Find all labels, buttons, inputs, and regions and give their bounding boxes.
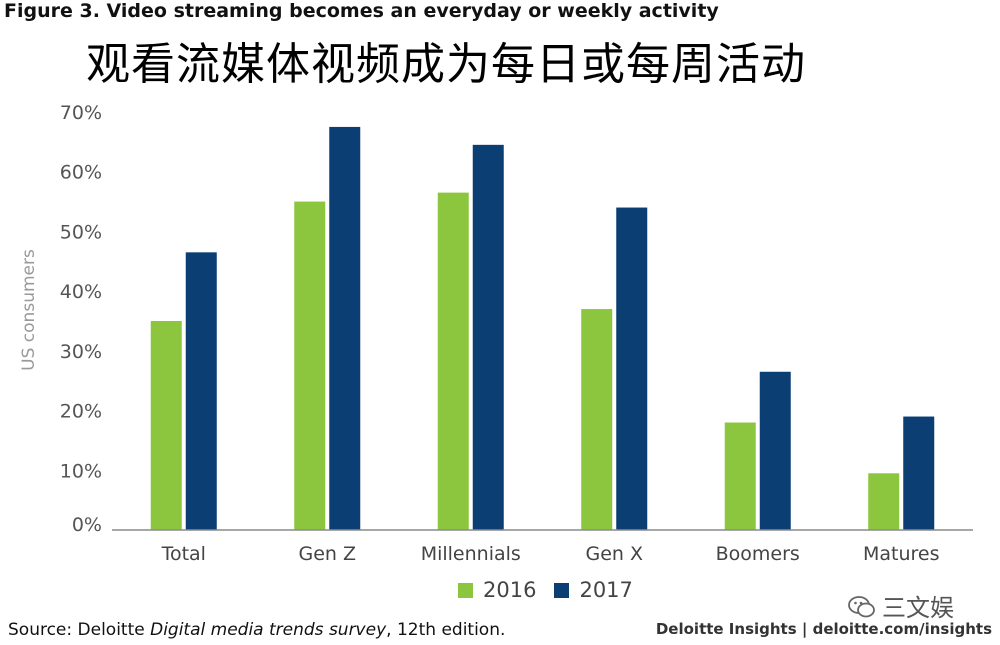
- credit-line: Deloitte Insights | deloitte.com/insight…: [655, 620, 992, 638]
- wechat-icon: [848, 595, 875, 617]
- y-axis-title: US consumers: [19, 249, 39, 371]
- y-tick-label: 60%: [60, 162, 102, 184]
- chinese-title: 观看流媒体视频成为每日或每周活动: [86, 39, 806, 90]
- x-tick-label: Total: [161, 543, 206, 565]
- legend-swatch-2017: [554, 582, 570, 598]
- legend: 2016 2017: [458, 578, 633, 602]
- x-tick-label: Boomers: [716, 543, 800, 565]
- source-italic: Digital media trends survey: [150, 620, 387, 640]
- y-tick-label: 50%: [60, 221, 102, 243]
- bar-2017-matures: [903, 416, 935, 530]
- x-tick-label: Gen X: [585, 543, 643, 565]
- source-suffix: , 12th edition.: [386, 620, 506, 640]
- x-tick-label: Gen Z: [298, 543, 356, 565]
- bar-2017-millennials: [472, 144, 504, 531]
- bar-2017-gen-x: [616, 207, 648, 531]
- legend-swatch-2016: [458, 582, 473, 598]
- legend-item-2016: 2016: [458, 578, 536, 602]
- bar-2016-gen-z: [294, 201, 326, 531]
- bar-2016-millennials: [437, 192, 469, 530]
- figure-title: Figure 3. Video streaming becomes an eve…: [4, 0, 719, 22]
- watermark-text: 三文娱: [882, 594, 954, 622]
- bar-2017-boomers: [759, 371, 791, 530]
- y-tick-label: 20%: [60, 401, 102, 423]
- y-tick-label: 40%: [60, 281, 102, 303]
- y-tick-label: 30%: [60, 341, 102, 363]
- legend-item-2017: 2017: [554, 578, 633, 602]
- watermark: 三文娱: [848, 588, 954, 623]
- bar-2016-total: [150, 321, 182, 530]
- bar-2016-gen-x: [581, 309, 613, 530]
- x-tick-label: Millennials: [421, 543, 521, 565]
- y-tick-label: 10%: [60, 460, 102, 482]
- x-axis-labels: Total Gen Z Millennials Gen X Boomers Matures: [161, 543, 940, 565]
- source-note: Source: Deloitte Digital media trends su…: [8, 620, 505, 640]
- x-tick-label: Matures: [863, 543, 940, 565]
- legend-label-2016: 2016: [483, 578, 537, 602]
- bar-2016-matures: [868, 473, 900, 530]
- bar-2016-boomers: [724, 422, 756, 530]
- source-prefix: Source: Deloitte: [8, 620, 151, 640]
- bar-2017-total: [185, 252, 217, 531]
- bar-2017-gen-z: [329, 126, 361, 530]
- legend-label-2017: 2017: [579, 578, 633, 602]
- y-tick-label: 70%: [60, 102, 102, 124]
- y-axis-ticks: 0% 10% 20% 30% 40% 50% 60% 70%: [60, 102, 102, 536]
- y-tick-label: 0%: [72, 514, 102, 536]
- bars: [150, 126, 935, 531]
